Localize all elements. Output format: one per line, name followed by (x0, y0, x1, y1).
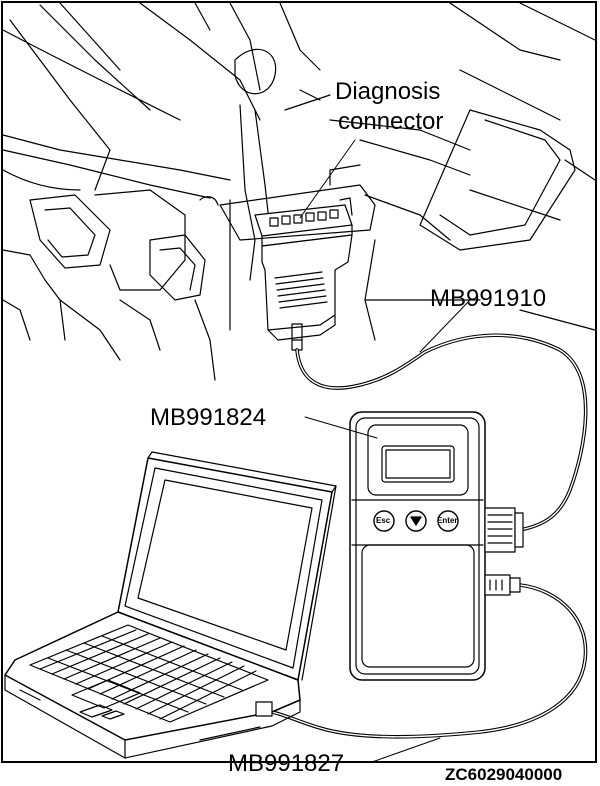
label-diagnosis-line1: Diagnosis (335, 78, 441, 105)
device-buttons (373, 510, 459, 532)
enter-button-label: Enter (437, 516, 458, 525)
esc-button-label: Esc (376, 516, 391, 525)
vci-device (349, 411, 524, 681)
dashboard-outline (2, 2, 596, 381)
leader-mb991827 (371, 737, 441, 763)
figure-code: ZC6029040000 (445, 765, 563, 784)
label-mb991824: MB991824 (150, 404, 267, 431)
obd-adapter-plug (261, 234, 353, 351)
cable-mb991827 (270, 583, 588, 739)
cable-mb991910 (295, 333, 588, 532)
label-mb991827: MB991827 (228, 750, 345, 777)
label-mb991910: MB991910 (430, 285, 547, 312)
esc-button (373, 510, 395, 532)
leader-mb991910 (419, 299, 471, 353)
laptop-computer (4, 451, 337, 759)
figure-border (1, 1, 597, 763)
label-diagnosis-line2: connector (338, 108, 444, 135)
enter-button (437, 510, 459, 532)
leader-lines (299, 139, 471, 763)
down-arrow-icon (410, 516, 422, 526)
leader-diagnosis-connector (299, 139, 356, 219)
leader-mb991824 (304, 416, 378, 439)
